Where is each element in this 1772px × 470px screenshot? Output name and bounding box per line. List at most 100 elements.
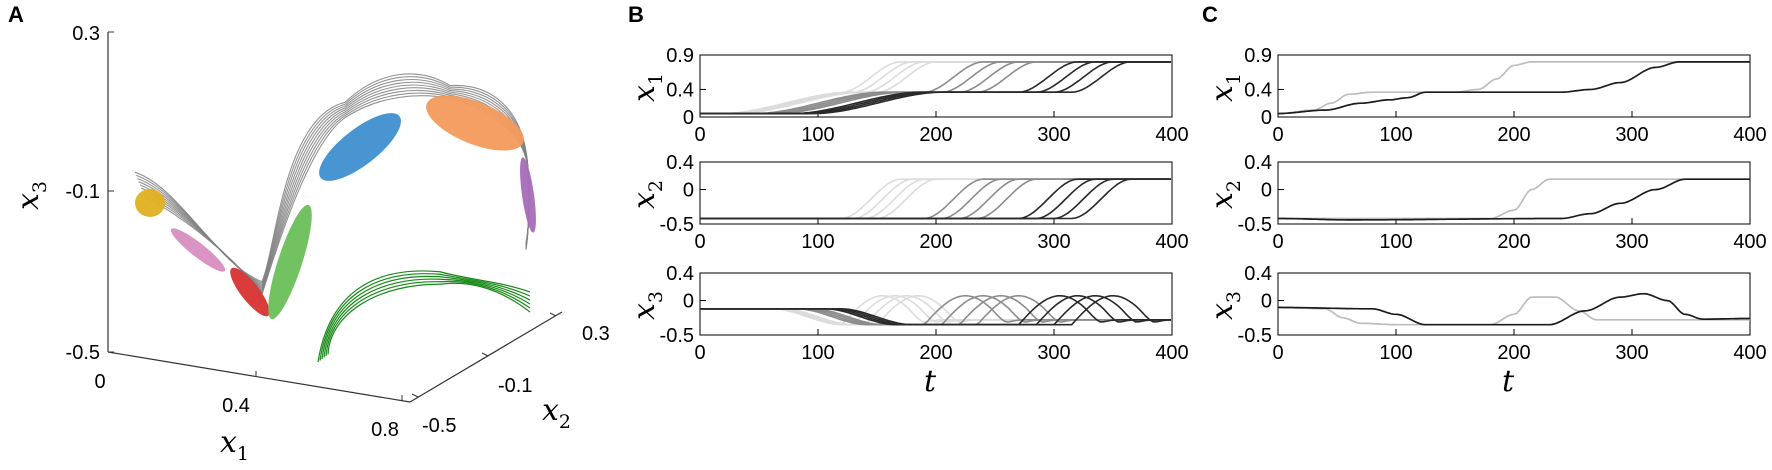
panel-c-series-line [1278, 178, 1750, 220]
panel-b-ylabel: x3 [627, 291, 667, 320]
panel-b-series-line [700, 61, 1171, 115]
panel-letter-c: C [1202, 2, 1218, 27]
x-tick-label: 0 [694, 231, 705, 253]
x-tick-label: 200 [1497, 231, 1530, 253]
a-x1-tick-label: 0 [94, 371, 105, 393]
panel-c-series-line [1278, 61, 1750, 115]
y-tick-label: 0 [683, 180, 694, 202]
x-tick-label: 200 [919, 342, 952, 364]
a-x2-tick [411, 393, 419, 398]
panel-c-axes-frame [1277, 272, 1751, 336]
x-tick-label: 300 [1615, 231, 1648, 253]
a-x1-axis [107, 351, 411, 403]
a-projection-trace [323, 278, 531, 358]
panel-c-curves [1278, 292, 1750, 326]
a-x2-tick [481, 352, 489, 357]
a-projection-trace [319, 273, 531, 361]
x-tick-label: 400 [1155, 342, 1188, 364]
a-ellipsoid [170, 228, 226, 272]
a-projection-trace [325, 280, 531, 357]
x-tick-label: 300 [1615, 342, 1648, 364]
x-tick-label: 100 [801, 231, 834, 253]
panel-c-series-line [1278, 296, 1750, 326]
panel-c-series-line [1278, 61, 1750, 115]
x-tick-label: 400 [1733, 342, 1766, 364]
panel-b-xlabel: t [924, 364, 937, 399]
panel-b-curves [700, 294, 1171, 326]
y-tick-label: 0 [683, 291, 694, 313]
panel-b-curves [700, 61, 1171, 115]
x-tick-label: 100 [1379, 124, 1412, 146]
a-projection-trace [321, 275, 531, 360]
panel-c-series-line [1278, 178, 1750, 221]
y-tick-label: 0 [1261, 291, 1272, 313]
panel-letter-a: A [8, 2, 24, 27]
x-tick-label: 0 [694, 124, 705, 146]
y-tick-label: 0 [683, 107, 694, 129]
a-ellipsoid [319, 113, 401, 181]
a-x3-tick-label: -0.5 [66, 342, 100, 364]
a-x2-tick-label: -0.1 [498, 375, 532, 397]
x-tick-label: 200 [919, 124, 952, 146]
a-x1-axis-label: x1 [220, 425, 249, 465]
x-tick-label: 200 [919, 231, 952, 253]
y-tick-label: 0.4 [1244, 263, 1272, 285]
a-green-projection [317, 270, 531, 363]
y-tick-label: -0.5 [660, 325, 694, 347]
x-tick-label: 100 [1379, 342, 1412, 364]
x-tick-label: 0 [1272, 342, 1283, 364]
a-x3-tick-label: 0.3 [72, 23, 100, 45]
a-ellipsoid [135, 189, 165, 217]
a-projection-trace [327, 282, 531, 355]
panel-b-axes-frame [699, 272, 1173, 336]
a-ellipsoid [268, 204, 312, 320]
x-tick-label: 300 [1037, 231, 1070, 253]
x-tick-label: 300 [1615, 124, 1648, 146]
y-tick-label: 0.4 [1244, 79, 1272, 101]
x-tick-label: 200 [1497, 124, 1530, 146]
x-tick-label: 0 [694, 342, 705, 364]
y-tick-label: 0 [1261, 107, 1272, 129]
panel-c-axes-frame [1277, 161, 1751, 225]
a-x2-axis-label: x2 [542, 393, 571, 433]
x-tick-label: 0 [1272, 124, 1283, 146]
y-tick-label: 0 [1261, 180, 1272, 202]
x-tick-label: 400 [1733, 231, 1766, 253]
panel-b-series-line [700, 295, 1171, 326]
x-tick-label: 100 [801, 124, 834, 146]
a-x2-tick [549, 312, 557, 317]
a-ellipsoid [426, 95, 524, 151]
y-tick-label: -0.5 [1238, 214, 1272, 236]
y-tick-label: 0.4 [666, 152, 694, 174]
panel-b-ylabel: x2 [627, 180, 667, 209]
a-ellipsoid [230, 267, 270, 317]
a-projection-trace [317, 270, 531, 363]
panel-c-xlabel: t [1502, 364, 1515, 399]
panel-c-ylabel: x2 [1205, 180, 1245, 209]
x-tick-label: 400 [1155, 231, 1188, 253]
x-tick-label: 100 [1379, 231, 1412, 253]
panel-letter-b: B [628, 2, 644, 27]
y-tick-label: 0.4 [1244, 152, 1272, 174]
x-tick-label: 100 [801, 342, 834, 364]
a-ellipsoids [135, 95, 536, 320]
x-tick-label: 200 [1497, 342, 1530, 364]
a-x2-tick-label: -0.5 [422, 415, 456, 437]
panel-c-curves [1278, 61, 1750, 115]
x-tick-label: 300 [1037, 342, 1070, 364]
y-tick-label: 0.4 [666, 79, 694, 101]
panel-b-curves [700, 178, 1171, 220]
y-tick-label: -0.5 [1238, 325, 1272, 347]
a-x3-tick-label: -0.1 [66, 181, 100, 203]
panel-b-ylabel: x1 [627, 73, 667, 102]
panel-c-series-line [1278, 292, 1750, 326]
a-x2-axis [409, 311, 563, 403]
panel-b-series-line [700, 61, 1171, 115]
x-tick-label: 300 [1037, 124, 1070, 146]
panel-c-curves [1278, 178, 1750, 221]
panel-a-3d-plot: 0.3 -0.1 -0.5 0 0.4 0.8 -0.5 -0.1 0.3 x1… [11, 23, 610, 465]
y-tick-label: 0.4 [666, 263, 694, 285]
x-tick-label: 400 [1155, 124, 1188, 146]
